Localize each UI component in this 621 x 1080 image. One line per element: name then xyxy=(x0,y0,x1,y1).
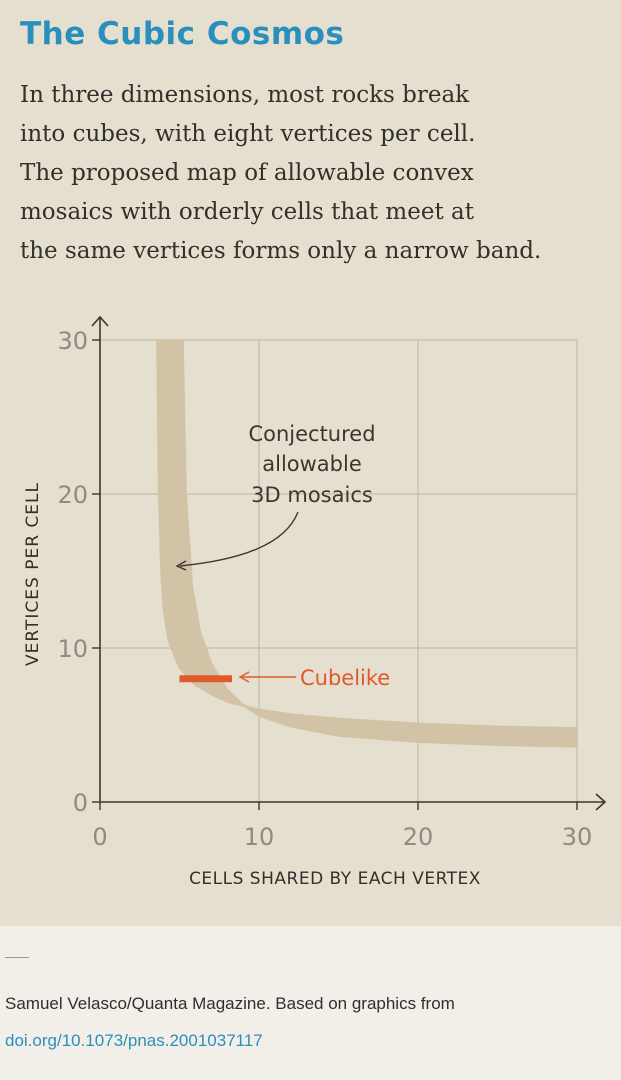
band-callout-arrow xyxy=(179,511,299,567)
figure-panel xyxy=(0,0,621,926)
footer-separator xyxy=(5,957,29,958)
cubelike-callout-arrowhead-icon xyxy=(238,671,250,683)
y-tick-label: 20 xyxy=(57,481,88,509)
y-axis-label: VERTICES PER CELL xyxy=(23,482,43,666)
description-line: In three dimensions, most rocks break xyxy=(20,82,470,108)
x-tick-label: 10 xyxy=(244,823,275,851)
description-line: The proposed map of allowable convex xyxy=(20,160,474,186)
y-tick-label: 30 xyxy=(57,327,88,355)
axes xyxy=(91,315,607,811)
x-axis-label: CELLS SHARED BY EACH VERTEX xyxy=(189,869,481,889)
band-label-line-1: Conjectured xyxy=(248,422,375,446)
figure-description: In three dimensions, most rocks break in… xyxy=(20,76,610,271)
figure-title: The Cubic Cosmos xyxy=(20,16,345,52)
x-tick-label: 0 xyxy=(92,823,107,851)
band-label-line-2: allowable xyxy=(262,452,362,476)
tick-labels: 0 10 20 30 0 10 20 30 xyxy=(57,327,592,851)
description-line: into cubes, with eight vertices per cell… xyxy=(20,121,476,147)
x-tick-label: 30 xyxy=(562,823,593,851)
y-tick-label: 0 xyxy=(73,789,88,817)
cubelike-label: Cubelike xyxy=(300,666,390,690)
description-line: the same vertices forms only a narrow ba… xyxy=(20,238,542,264)
allowable-band xyxy=(156,339,578,748)
y-tick-label: 10 xyxy=(57,635,88,663)
source-link[interactable]: doi.org/10.1073/pnas.2001037117 xyxy=(5,1031,263,1050)
x-axis-arrowhead-icon xyxy=(595,793,607,811)
image-credit: Samuel Velasco/Quanta Magazine. Based on… xyxy=(5,994,455,1013)
band-callout-arrowhead-icon xyxy=(175,560,187,571)
x-tick-label: 20 xyxy=(403,823,434,851)
description-line: mosaics with orderly cells that meet at xyxy=(20,199,474,225)
y-axis-arrowhead-icon xyxy=(91,315,109,327)
band-label-line-3: 3D mosaics xyxy=(251,483,373,507)
chart: 0 10 20 30 0 10 20 30 Conjectured allowable 3D … xyxy=(23,315,607,889)
